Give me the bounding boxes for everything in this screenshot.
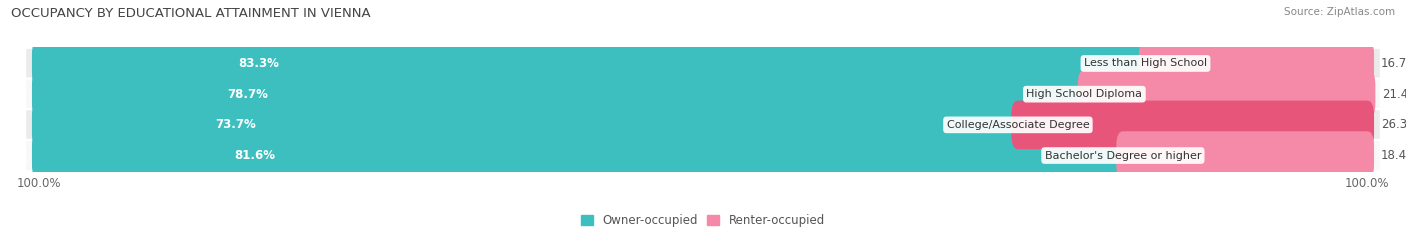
- FancyBboxPatch shape: [1139, 39, 1374, 88]
- Text: 26.3%: 26.3%: [1381, 118, 1406, 131]
- FancyBboxPatch shape: [32, 70, 1091, 118]
- FancyBboxPatch shape: [25, 140, 1381, 171]
- Text: Source: ZipAtlas.com: Source: ZipAtlas.com: [1284, 7, 1395, 17]
- Text: 16.7%: 16.7%: [1381, 57, 1406, 70]
- Text: High School Diploma: High School Diploma: [1026, 89, 1142, 99]
- FancyBboxPatch shape: [32, 131, 1129, 180]
- Text: College/Associate Degree: College/Associate Degree: [946, 120, 1090, 130]
- FancyBboxPatch shape: [1078, 70, 1375, 118]
- FancyBboxPatch shape: [1011, 101, 1374, 149]
- Text: 78.7%: 78.7%: [226, 88, 267, 101]
- FancyBboxPatch shape: [32, 101, 1025, 149]
- FancyBboxPatch shape: [25, 109, 1381, 140]
- Text: 21.4%: 21.4%: [1382, 88, 1406, 101]
- Text: Bachelor's Degree or higher: Bachelor's Degree or higher: [1045, 151, 1201, 161]
- Text: 83.3%: 83.3%: [238, 57, 278, 70]
- Text: OCCUPANCY BY EDUCATIONAL ATTAINMENT IN VIENNA: OCCUPANCY BY EDUCATIONAL ATTAINMENT IN V…: [11, 7, 371, 20]
- FancyBboxPatch shape: [32, 39, 1152, 88]
- Text: 73.7%: 73.7%: [215, 118, 256, 131]
- Legend: Owner-occupied, Renter-occupied: Owner-occupied, Renter-occupied: [576, 209, 830, 232]
- FancyBboxPatch shape: [25, 79, 1381, 110]
- Text: 18.4%: 18.4%: [1381, 149, 1406, 162]
- Text: Less than High School: Less than High School: [1084, 58, 1208, 69]
- FancyBboxPatch shape: [25, 48, 1381, 79]
- FancyBboxPatch shape: [1116, 131, 1374, 180]
- Text: 81.6%: 81.6%: [233, 149, 274, 162]
